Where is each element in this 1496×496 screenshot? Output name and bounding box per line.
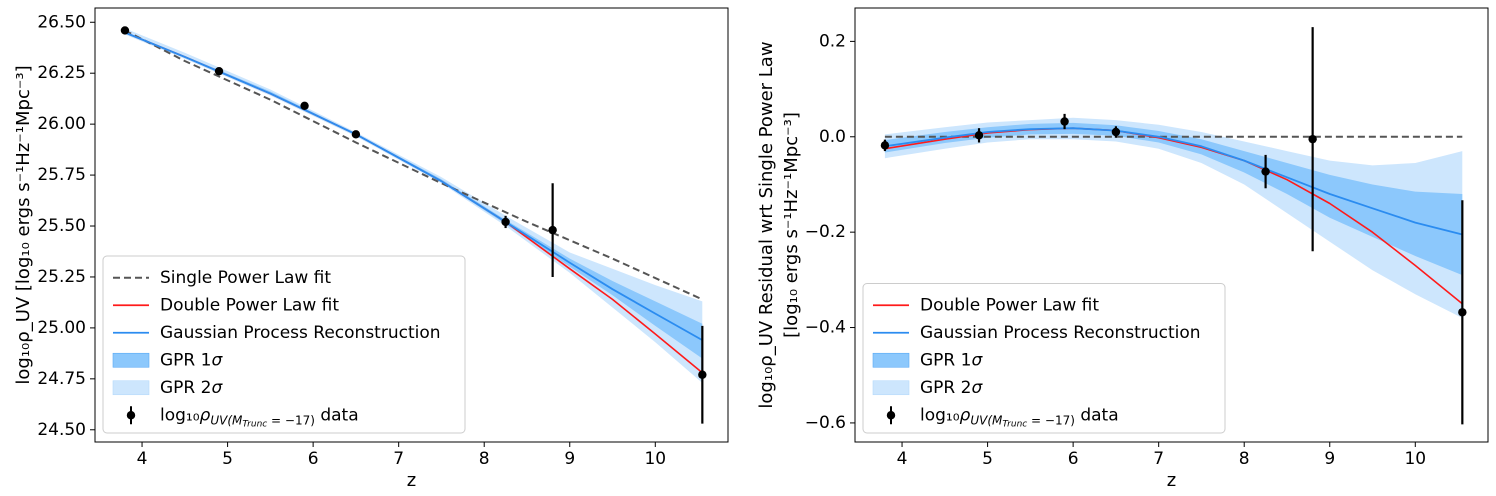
data-point xyxy=(698,370,707,379)
y-tick-label: 24.50 xyxy=(37,420,86,440)
legend: Double Power Law fit Gaussian Process Rec… xyxy=(862,283,1226,434)
data-point xyxy=(1111,127,1121,137)
y-tick-label: 25.00 xyxy=(37,318,86,338)
y-tick-label: −0.2 xyxy=(805,222,846,242)
x-tick-label: 8 xyxy=(479,449,490,469)
axes-frame xyxy=(94,7,729,443)
x-axis-label: z xyxy=(407,470,416,491)
data-point xyxy=(1261,167,1270,176)
x-tick-label: 8 xyxy=(1239,449,1250,469)
line-single-power-law xyxy=(124,29,703,301)
data-point xyxy=(1060,117,1069,126)
y-axis-label: log₁₀ρ_UV [log₁₀ ergs s⁻¹Hz⁻¹Mpc⁻³] xyxy=(13,65,34,384)
chart-panel-right: 4 5 6 7 8 9 10 −0.6 −0.4 −0.2 0.0 0.2 z log₁₀ρ_UV Res… xyxy=(756,7,1489,491)
x-tick-label: 9 xyxy=(1324,449,1335,469)
legend-label: Single Power Law fit xyxy=(160,268,331,288)
legend: Single Power Law fit Double Power Law fit… xyxy=(102,255,466,434)
legend-handle-point xyxy=(126,411,136,420)
band-gpr-2sigma xyxy=(884,117,1463,318)
x-tick-label: 7 xyxy=(393,449,404,469)
legend-label: GPR 1σ xyxy=(920,350,983,370)
y-axis-label: log₁₀ρ_UV Residual wrt Single Power Law xyxy=(756,41,777,408)
y-tick-label: 26.00 xyxy=(37,114,86,134)
data-point xyxy=(1458,308,1467,317)
data-point xyxy=(120,26,130,35)
x-tick-label: 7 xyxy=(1153,449,1164,469)
line-gpr xyxy=(124,31,703,341)
x-tick-label: 5 xyxy=(982,449,993,469)
legend-handle-gpr-1sigma xyxy=(872,352,910,368)
legend-handle-gpr-1sigma xyxy=(112,352,150,368)
legend-label: Double Power Law fit xyxy=(920,295,1099,315)
legend-label: Gaussian Process Reconstruction xyxy=(920,323,1201,343)
legend-label: Gaussian Process Reconstruction xyxy=(160,323,441,343)
x-tick-label: 9 xyxy=(564,449,575,469)
legend-handle-gpr-2sigma xyxy=(872,380,910,396)
x-tick-label: 10 xyxy=(644,449,666,469)
y-tick-label: 26.25 xyxy=(37,63,86,83)
y-axis-label-units: [log₁₀ ergs s⁻¹Hz⁻¹Mpc⁻³] xyxy=(781,112,802,338)
x-tick-label: 4 xyxy=(897,449,908,469)
legend-handle-gpr-2sigma xyxy=(112,380,150,396)
axes-frame xyxy=(854,7,1489,443)
data-point xyxy=(548,225,557,235)
legend-box xyxy=(862,283,1226,434)
data-point xyxy=(351,130,361,139)
data-point xyxy=(974,131,984,140)
data-point xyxy=(214,66,224,76)
y-tick-label: −0.4 xyxy=(805,318,846,338)
x-tick-label: 6 xyxy=(1068,449,1079,469)
data-point xyxy=(300,101,309,111)
legend-label: Double Power Law fit xyxy=(160,295,339,315)
y-tick-label: −0.6 xyxy=(805,413,846,433)
x-axis-label: z xyxy=(1167,470,1176,491)
data-point xyxy=(1308,134,1317,144)
x-tick-label: 6 xyxy=(308,449,319,469)
legend-box xyxy=(102,255,466,434)
plot-area xyxy=(120,26,707,424)
y-tick-label: 25.50 xyxy=(37,216,86,236)
x-tick-label: 5 xyxy=(222,449,233,469)
y-tick-label: 0.2 xyxy=(819,31,846,51)
legend-label: GPR 2σ xyxy=(920,378,983,398)
y-tick-label: 0.0 xyxy=(819,127,846,147)
y-tick-label: 24.75 xyxy=(37,369,86,389)
y-tick-label: 25.25 xyxy=(37,267,86,287)
chart-panel-left: 4 5 6 7 8 9 10 24.50 24.75 25.00 25.25 25.50 25.75 26… xyxy=(13,7,729,491)
line-gpr xyxy=(884,127,1463,236)
legend-label: log₁₀ρUV(MTrunc = −17) data xyxy=(160,405,359,429)
y-tick-label: 26.50 xyxy=(37,12,86,32)
data-point xyxy=(880,141,890,150)
plot-area xyxy=(880,27,1467,425)
legend-label: GPR 1σ xyxy=(160,350,223,370)
data-point xyxy=(501,217,510,227)
x-tick-label: 10 xyxy=(1404,449,1426,469)
line-double-power-law xyxy=(884,127,1463,305)
y-tick-label: 25.75 xyxy=(37,165,86,185)
legend-label: log₁₀ρUV(MTrunc = −17) data xyxy=(920,405,1119,429)
legend-handle-point xyxy=(886,411,896,420)
legend-label: GPR 2σ xyxy=(160,378,223,398)
x-tick-label: 4 xyxy=(137,449,148,469)
